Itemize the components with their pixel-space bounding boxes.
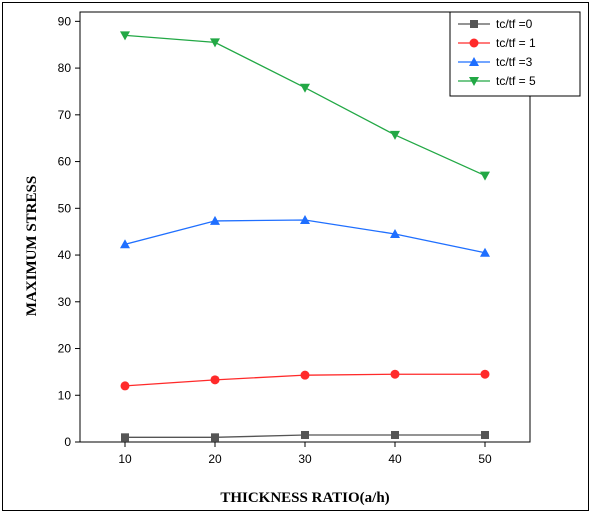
data-point <box>390 229 400 239</box>
data-point <box>210 375 220 385</box>
x-axis-title: THICKNESS RATIO(a/h) <box>220 490 389 506</box>
legend-label: tc/tf =3 <box>496 55 533 69</box>
legend-label: tc/tf = 1 <box>496 36 536 50</box>
data-point <box>120 239 130 249</box>
y-tick-label: 90 <box>58 14 72 28</box>
data-point <box>390 369 400 379</box>
x-tick-label: 40 <box>388 452 402 466</box>
legend-marker <box>470 20 478 28</box>
y-tick-label: 40 <box>58 248 72 262</box>
legend-marker <box>469 38 479 48</box>
y-tick-label: 20 <box>58 342 72 356</box>
data-point <box>300 83 310 93</box>
x-tick-label: 20 <box>208 452 222 466</box>
legend: tc/tf =0 tc/tf = 1 tc/tf =3 tc/tf = 5 <box>449 11 581 97</box>
y-tick-label: 30 <box>58 295 72 309</box>
series-0 <box>121 430 489 442</box>
y-tick-label: 50 <box>58 201 72 215</box>
data-point <box>120 31 130 41</box>
data-point <box>301 430 309 439</box>
data-point <box>210 38 220 48</box>
x-tick-label: 30 <box>298 452 312 466</box>
data-point <box>300 214 310 224</box>
y-tick-label: 0 <box>64 435 71 449</box>
legend-marker <box>469 57 479 66</box>
series-line <box>124 219 486 254</box>
y-tick-label: 80 <box>58 61 72 75</box>
series-line <box>124 34 486 177</box>
data-point <box>121 433 129 442</box>
series-layer <box>120 31 490 442</box>
legend-label: tc/tf =0 <box>496 17 533 31</box>
series-2 <box>120 214 490 257</box>
series-1 <box>120 369 490 391</box>
x-axis: 10 20 30 40 50 <box>118 442 492 466</box>
y-tick-label: 60 <box>58 155 72 169</box>
data-point <box>391 430 399 439</box>
y-axis: 0 10 20 30 40 50 60 70 80 90 <box>58 14 80 449</box>
data-point <box>211 433 219 442</box>
y-tick-label: 70 <box>58 108 72 122</box>
series-3 <box>120 31 490 181</box>
data-point <box>210 215 220 225</box>
legend-item: tc/tf =3 <box>458 55 533 69</box>
y-axis-title: MAXIMUM STRESS <box>24 176 40 316</box>
legend-item: tc/tf = 5 <box>458 74 536 88</box>
x-tick-label: 50 <box>478 452 492 466</box>
y-tick-label: 10 <box>58 388 72 402</box>
data-point <box>390 130 400 140</box>
legend-marker <box>469 77 479 86</box>
legend-item: tc/tf =0 <box>458 17 533 31</box>
data-point <box>480 369 490 379</box>
data-point <box>300 370 310 380</box>
data-point <box>481 430 489 439</box>
x-tick-label: 10 <box>118 452 132 466</box>
data-point <box>120 381 130 391</box>
legend-item: tc/tf = 1 <box>458 36 536 50</box>
data-point <box>480 171 490 181</box>
legend-label: tc/tf = 5 <box>496 74 536 88</box>
data-point <box>480 247 490 257</box>
